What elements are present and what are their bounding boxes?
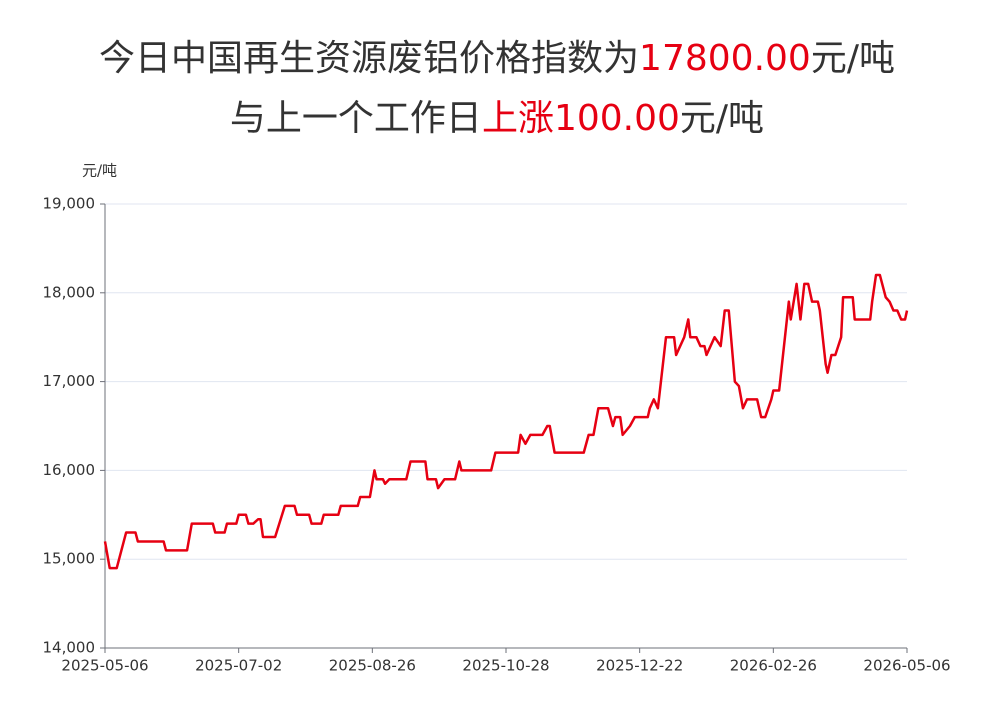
chart-title: 今日中国再生资源废铝价格指数为17800.00元/吨 [99,38,895,79]
y-tick-label: 15,000 [43,550,96,568]
title-part: 今日中国再生资源废铝价格指数为 [99,38,639,79]
y-tick-label: 16,000 [43,461,96,479]
y-tick-label: 19,000 [43,195,96,213]
y-tick-label: 17,000 [43,372,96,390]
y-tick-label: 14,000 [43,639,96,657]
x-tick-label: 2025-10-28 [462,657,549,675]
title-part: 100.00 [554,98,680,139]
x-tick-label: 2025-05-06 [61,657,148,675]
title-part: 元/吨 [811,38,895,79]
data-line [103,273,909,570]
title-part: 与上一个工作日 [230,98,482,139]
x-tick-label: 2025-08-26 [329,657,416,675]
x-tick-label: 2026-05-06 [863,657,950,675]
y-tick-label: 18,000 [43,283,96,301]
title-part: 17800.00 [639,38,811,79]
x-tick-label: 2025-12-22 [596,657,683,675]
title-part: 元/吨 [680,98,764,139]
y-axis-label: 元/吨 [82,162,117,180]
chart-subtitle: 与上一个工作日上涨100.00元/吨 [230,98,764,139]
title-part: 上涨 [482,98,554,139]
x-tick-label: 2025-07-02 [195,657,282,675]
x-tick-label: 2026-02-26 [730,657,817,675]
